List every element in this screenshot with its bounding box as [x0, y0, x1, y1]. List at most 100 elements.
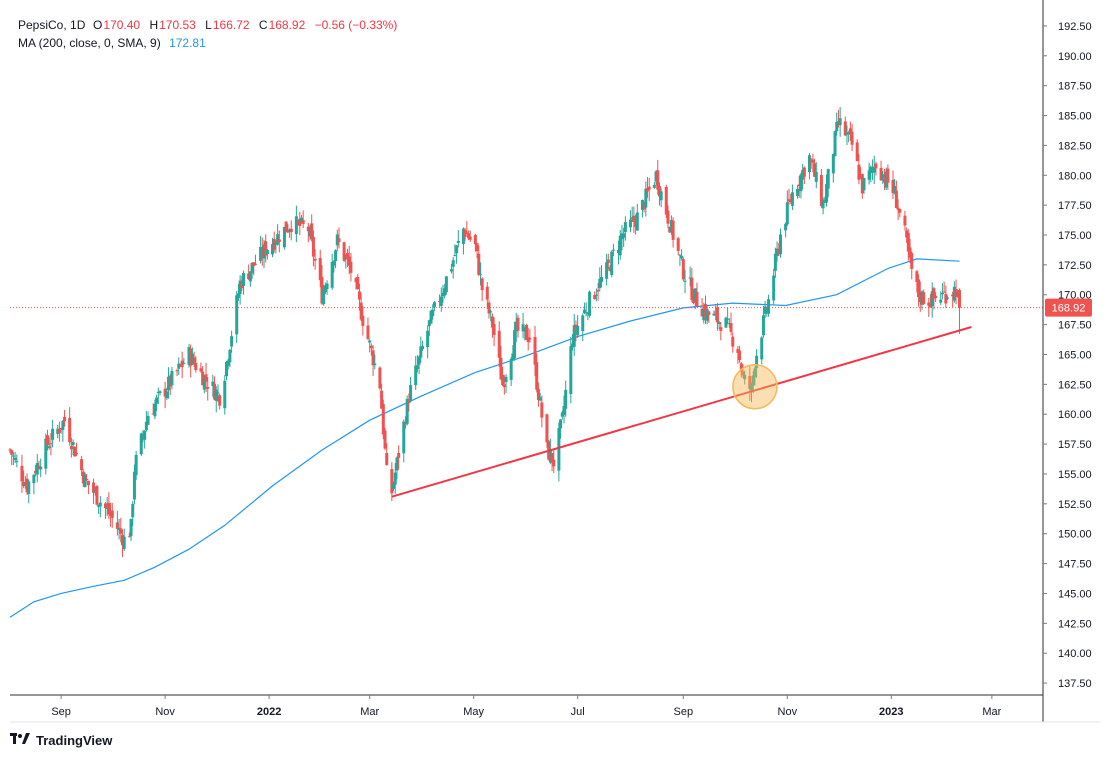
candle-body	[867, 170, 871, 180]
candle-body	[736, 349, 740, 354]
candle-body	[719, 327, 723, 331]
open-value: 170.40	[103, 18, 141, 32]
candle-body	[825, 184, 829, 203]
candle-body	[27, 481, 31, 495]
candle-body	[891, 179, 895, 194]
highlight-circle	[732, 363, 778, 410]
candle-body	[617, 250, 621, 254]
candle-body	[957, 289, 961, 308]
candle-body	[593, 295, 597, 300]
candle-body	[132, 471, 136, 500]
candle-body	[85, 478, 89, 480]
candle-body	[576, 325, 580, 336]
candle-body	[785, 202, 789, 225]
candle-body	[646, 188, 650, 192]
candle-body	[666, 210, 670, 224]
x-tick-label: Mar	[360, 706, 379, 718]
candle-body	[550, 453, 554, 463]
candle-body	[659, 191, 663, 201]
y-tick-label: 160.00	[1058, 409, 1092, 421]
candle-body	[11, 455, 15, 457]
candle-body	[796, 188, 800, 197]
candle-body	[497, 330, 501, 358]
candle-body	[235, 295, 239, 335]
candle-body	[441, 292, 445, 297]
high-value: 170.53	[159, 18, 196, 32]
candle-body	[119, 528, 123, 534]
candle-body	[797, 184, 801, 187]
symbol-title: PepsiCo, 1D	[18, 18, 86, 32]
candle-body	[918, 292, 922, 303]
candle-body	[10, 450, 14, 455]
candle-body	[47, 446, 51, 449]
candle-body	[330, 261, 334, 288]
candle-body	[344, 257, 348, 260]
candle-body	[835, 122, 839, 132]
candle-body	[51, 428, 55, 440]
candle-body	[286, 231, 290, 233]
candle-body	[105, 507, 109, 509]
candle-body	[748, 376, 752, 389]
low-label: L	[205, 18, 212, 32]
candle-body	[845, 132, 849, 135]
candle-body	[545, 414, 549, 443]
candle-body	[760, 337, 764, 360]
candle-body	[178, 364, 182, 366]
candle-body	[453, 255, 457, 257]
candle-body	[693, 288, 697, 300]
candle-body	[879, 168, 883, 181]
candle-body	[438, 300, 442, 302]
tradingview-logo[interactable]: TradingView	[10, 733, 112, 748]
candle-body	[683, 280, 687, 282]
candle-body	[247, 273, 251, 280]
candle-body	[44, 438, 48, 469]
candle-body	[622, 233, 626, 238]
candle-body	[712, 313, 716, 316]
candle-body	[61, 420, 65, 431]
candle-body	[175, 370, 179, 372]
candle-body	[605, 262, 609, 279]
candle-body	[784, 223, 788, 231]
ma-row[interactable]: MA (200, close, 0, SMA, 9) 172.81	[18, 34, 403, 52]
candle-body	[115, 522, 119, 529]
candle-body	[572, 325, 576, 347]
candle-body	[274, 243, 278, 245]
candle-body	[260, 248, 264, 258]
candle-body	[855, 142, 859, 162]
candle-body	[63, 416, 67, 422]
candle-body	[823, 199, 827, 203]
candle-body	[224, 361, 228, 377]
candle-body	[910, 253, 914, 269]
candle-body	[373, 363, 377, 366]
candle-body	[390, 469, 394, 494]
candle-body	[335, 234, 339, 246]
candle-body	[831, 154, 835, 174]
candle-body	[415, 365, 419, 370]
candle-body	[158, 391, 162, 394]
candle-body	[262, 244, 266, 259]
candle-body	[504, 376, 508, 383]
candle-body	[46, 435, 50, 446]
y-tick-label: 152.50	[1058, 499, 1092, 511]
candle-body	[811, 159, 815, 163]
close-label: C	[258, 18, 268, 32]
x-tick-label: Sep	[51, 706, 71, 718]
candle-body	[886, 168, 890, 183]
candle-body	[869, 166, 873, 174]
candle-body	[39, 466, 43, 470]
candle-body	[676, 238, 680, 251]
candle-body	[37, 466, 41, 469]
ohlc-row: PepsiCo, 1D O170.40 H170.53 L166.72 C168…	[18, 16, 403, 34]
candle-body	[127, 536, 131, 538]
candle-body	[298, 218, 302, 226]
candle-body	[122, 536, 126, 549]
candle-body	[56, 428, 60, 434]
candle-body	[934, 295, 938, 298]
candle-body	[431, 309, 435, 317]
candle-body	[141, 434, 145, 437]
candle-body	[383, 430, 387, 449]
candle-body	[455, 245, 459, 254]
candle-body	[940, 293, 944, 295]
